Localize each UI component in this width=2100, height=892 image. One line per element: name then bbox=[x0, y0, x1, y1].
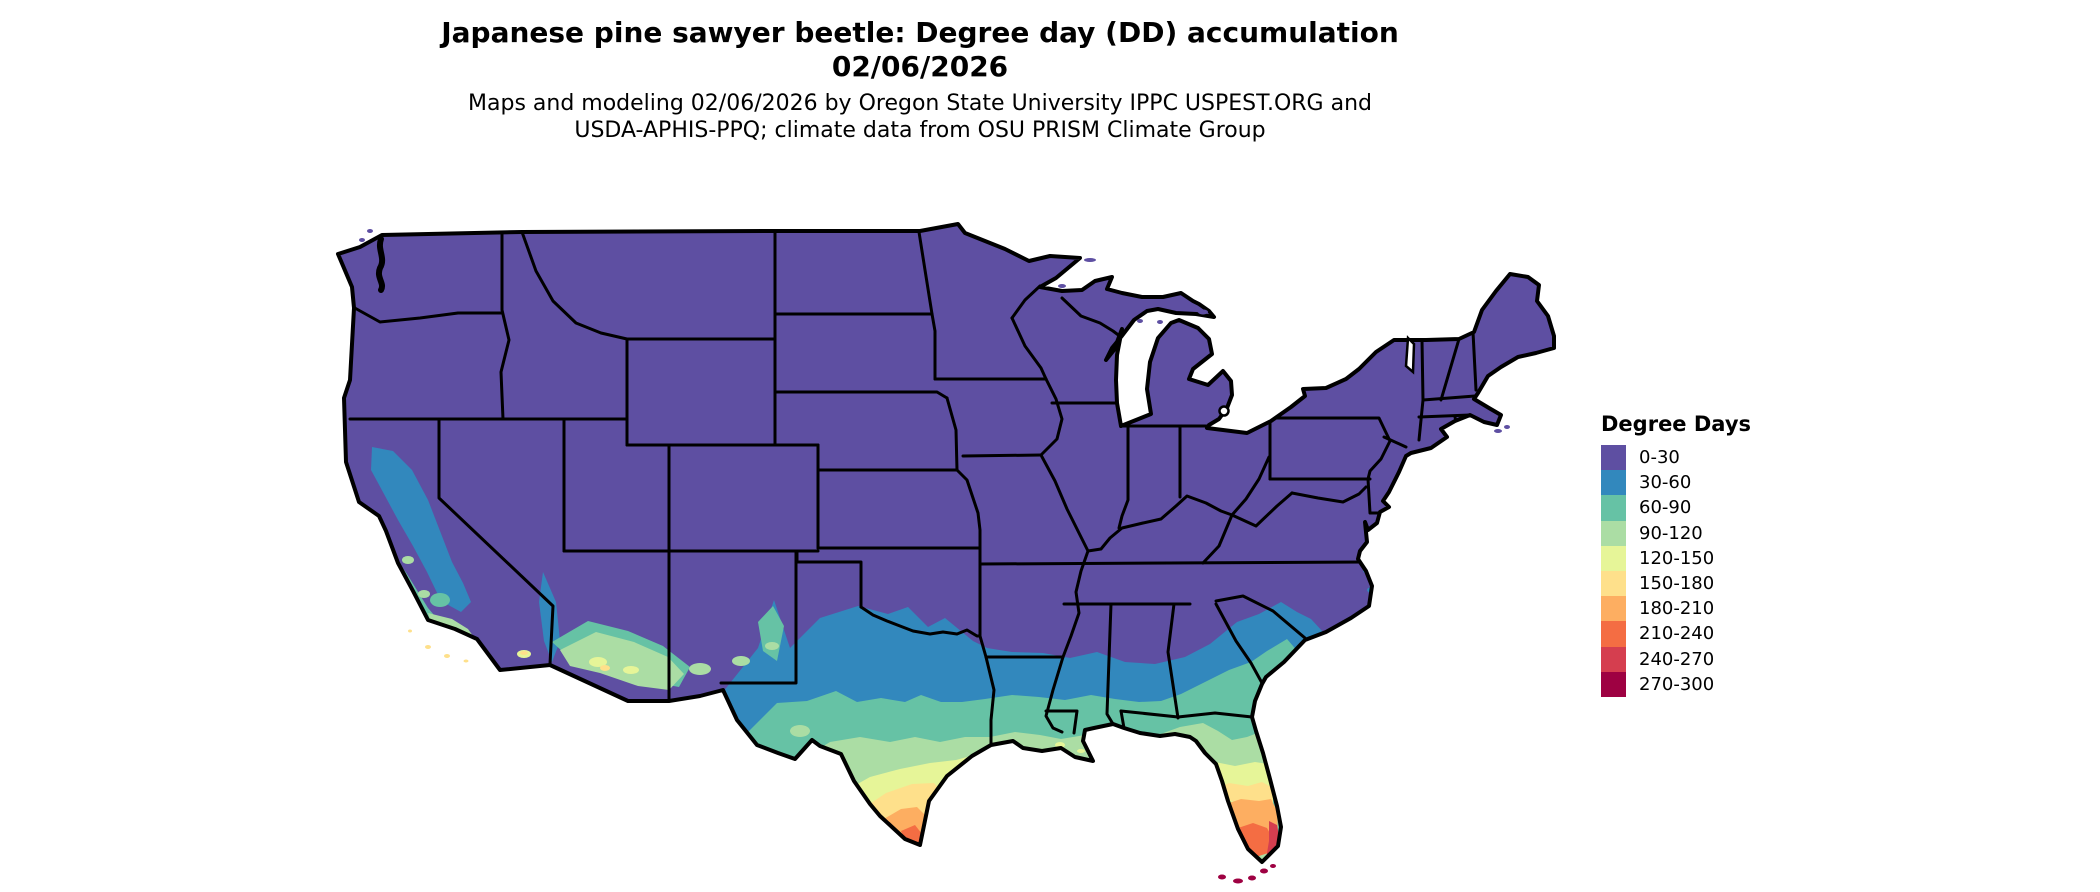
map-subtitle-line2: USDA-APHIS-PPQ; climate data from OSU PR… bbox=[574, 118, 1266, 143]
legend-label: 60-90 bbox=[1639, 497, 1692, 519]
legend-swatch bbox=[1601, 520, 1626, 546]
legend-row: 60-90 bbox=[1601, 495, 1751, 521]
legend-label: 210-240 bbox=[1639, 623, 1715, 645]
legend-swatch bbox=[1601, 570, 1626, 597]
legend-row: 150-180 bbox=[1601, 570, 1751, 597]
legend-label: 180-210 bbox=[1639, 598, 1715, 620]
legend-row: 270-300 bbox=[1601, 671, 1751, 697]
legend-row: 120-150 bbox=[1601, 545, 1751, 571]
legend-swatch bbox=[1601, 545, 1626, 571]
legend-swatch bbox=[1601, 671, 1626, 697]
conus-outline bbox=[336, 222, 1556, 864]
legend-row: 240-270 bbox=[1601, 646, 1751, 672]
legend-label: 270-300 bbox=[1639, 673, 1715, 695]
florida-keys bbox=[1218, 874, 1226, 880]
legend: Degree Days 0-30 30-60 60-90 90-120 120-150 1… bbox=[1601, 412, 1751, 697]
legend-swatch bbox=[1601, 596, 1626, 622]
interior-lakes bbox=[1218, 335, 1416, 417]
map-subtitle: Maps and modeling 02/06/2026 by Oregon S… bbox=[250, 90, 1590, 144]
legend-row: 180-210 bbox=[1601, 596, 1751, 622]
legend-swatch bbox=[1601, 621, 1626, 647]
legend-swatch bbox=[1601, 646, 1626, 672]
legend-row: 90-120 bbox=[1601, 520, 1751, 546]
state-borders bbox=[348, 229, 1478, 747]
legend-label: 120-150 bbox=[1639, 547, 1715, 569]
legend-title: Degree Days bbox=[1601, 412, 1752, 436]
legend-label: 240-270 bbox=[1639, 648, 1715, 670]
offshore-islands bbox=[359, 229, 1510, 884]
legend-swatch bbox=[1601, 445, 1626, 471]
legend-label: 30-60 bbox=[1639, 472, 1692, 494]
legend-label: 0-30 bbox=[1639, 447, 1680, 469]
legend-row: 30-60 bbox=[1601, 470, 1751, 496]
channel-islands bbox=[425, 645, 431, 649]
map-title: Japanese pine sawyer beetle: Degree day … bbox=[250, 16, 1590, 84]
legend-row: 0-30 bbox=[1601, 445, 1751, 471]
legend-rows: 0-30 30-60 60-90 90-120 120-150 150-180 180-21… bbox=[1601, 445, 1751, 697]
legend-swatch bbox=[1601, 495, 1626, 521]
lake-st-clair bbox=[1218, 405, 1230, 417]
map-subtitle-line1: Maps and modeling 02/06/2026 by Oregon S… bbox=[468, 91, 1372, 116]
legend-row: 210-240 bbox=[1601, 621, 1751, 647]
legend-label: 90-120 bbox=[1639, 522, 1703, 544]
puget-sound bbox=[376, 236, 386, 293]
legend-swatch bbox=[1601, 470, 1626, 496]
map-title-date: 02/06/2026 bbox=[831, 50, 1009, 83]
lake-champlain bbox=[1404, 335, 1416, 375]
legend-label: 150-180 bbox=[1639, 573, 1715, 595]
map-title-line1: Japanese pine sawyer beetle: Degree day … bbox=[441, 16, 1399, 49]
